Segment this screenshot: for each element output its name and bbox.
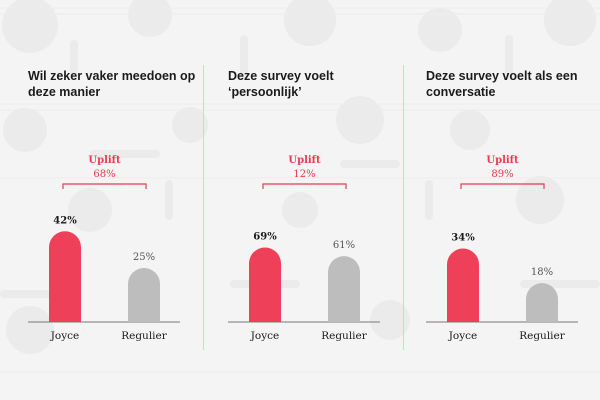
bar-regulier [128,268,160,322]
panel-1: Wil zeker vaker meedoen op deze manier 4… [0,0,203,400]
uplift-bracket [460,183,545,189]
uplift-bracket [262,183,347,189]
bar-chart: 34% Joyce 18% Regulier Uplift 89% [426,155,578,342]
bar-joyce [447,248,479,322]
panel-title: Deze survey voelt als een conversatie [426,69,578,99]
panel-title: Wil zeker vaker meedoen op deze manier [28,69,196,99]
uplift-label: Uplift [486,155,519,166]
category-label: Joyce [448,330,478,342]
panel-divider-2 [403,65,404,350]
data-label: 25% [133,252,155,263]
bar-chart: 69% Joyce 61% Regulier Uplift 12% [228,155,380,342]
bar-joyce [49,231,81,322]
uplift-value: 68% [93,169,115,180]
bar-regulier [328,256,360,322]
uplift-bracket [62,183,147,189]
data-label: 34% [451,233,475,244]
bar-chart: 42% Joyce 25% Regulier Uplift 68% [28,155,180,342]
category-label: Joyce [50,330,80,342]
category-label: Regulier [121,330,168,342]
data-label: 18% [531,267,553,278]
uplift-label: Uplift [288,155,321,166]
uplift-value: 89% [491,169,513,180]
category-label: Regulier [519,330,566,342]
category-label: Joyce [250,330,280,342]
data-label: 61% [333,240,355,251]
panel-2: Deze survey voelt ‘persoonlijk’ 69% Joyce… [200,0,403,400]
category-label: Regulier [321,330,368,342]
uplift-value: 12% [293,169,315,180]
data-label: 42% [53,215,77,226]
uplift-label: Uplift [88,155,121,166]
panel-3: Deze survey voelt als een conversatie 34… [398,0,600,400]
bar-regulier [526,283,558,322]
panel-title: Deze survey voelt ‘persoonlijk’ [228,69,334,99]
data-label: 69% [253,231,277,242]
bar-joyce [249,247,281,322]
panel-divider-1 [203,65,204,350]
